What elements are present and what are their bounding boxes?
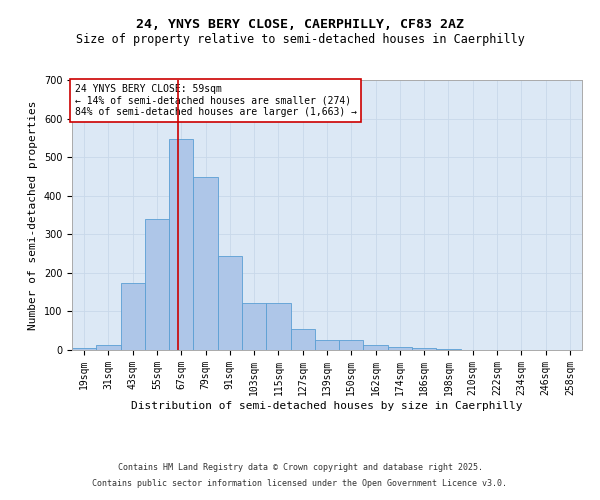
Text: 24, YNYS BERY CLOSE, CAERPHILLY, CF83 2AZ: 24, YNYS BERY CLOSE, CAERPHILLY, CF83 2A…: [136, 18, 464, 30]
Text: 24 YNYS BERY CLOSE: 59sqm
← 14% of semi-detached houses are smaller (274)
84% of: 24 YNYS BERY CLOSE: 59sqm ← 14% of semi-…: [74, 84, 356, 117]
Text: Contains HM Land Registry data © Crown copyright and database right 2025.: Contains HM Land Registry data © Crown c…: [118, 464, 482, 472]
Bar: [242, 303, 266, 350]
Bar: [218, 256, 242, 350]
Bar: [96, 346, 121, 350]
Bar: [121, 282, 145, 350]
Bar: [315, 340, 339, 350]
Bar: [193, 177, 218, 350]
Bar: [145, 219, 169, 350]
Bar: [364, 346, 388, 350]
X-axis label: Distribution of semi-detached houses by size in Caerphilly: Distribution of semi-detached houses by …: [131, 400, 523, 410]
Y-axis label: Number of semi-detached properties: Number of semi-detached properties: [28, 100, 38, 330]
Bar: [169, 138, 193, 350]
Text: Size of property relative to semi-detached houses in Caerphilly: Size of property relative to semi-detach…: [76, 32, 524, 46]
Bar: [388, 347, 412, 350]
Bar: [436, 349, 461, 350]
Bar: [412, 348, 436, 350]
Bar: [339, 340, 364, 350]
Bar: [266, 303, 290, 350]
Text: Contains public sector information licensed under the Open Government Licence v3: Contains public sector information licen…: [92, 478, 508, 488]
Bar: [290, 329, 315, 350]
Bar: [72, 348, 96, 350]
